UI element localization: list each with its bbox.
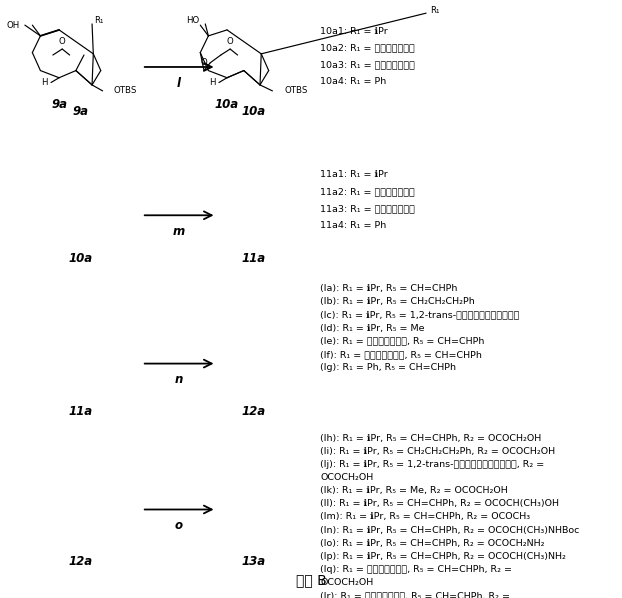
Text: (Iq): R₁ = シクロヘキシル, R₅ = CH=CHPh, R₂ =: (Iq): R₁ = シクロヘキシル, R₅ = CH=CHPh, R₂ = [320,565,513,574]
Text: 10a1: R₁ = ℹPr: 10a1: R₁ = ℹPr [320,27,388,36]
Text: OCOCH₂OH: OCOCH₂OH [320,578,374,587]
Text: (Ie): R₁ = シクロヘキシル, R₅ = CH=CHPh: (Ie): R₁ = シクロヘキシル, R₅ = CH=CHPh [320,337,485,346]
Text: OTBS: OTBS [285,86,309,96]
Text: O: O [227,37,233,47]
Text: (Ia): R₁ = ℹPr, R₅ = CH=CHPh: (Ia): R₁ = ℹPr, R₅ = CH=CHPh [320,284,458,293]
Text: HO: HO [186,16,199,26]
Text: (If): R₁ = シクロプロビル, R₅ = CH=CHPh: (If): R₁ = シクロプロビル, R₅ = CH=CHPh [320,350,482,359]
Text: H: H [42,78,48,87]
Text: (Ir): R₁ = シクロプロビル, R₅ = CH=CHPh, R₂ =: (Ir): R₁ = シクロプロビル, R₅ = CH=CHPh, R₂ = [320,591,510,598]
Text: 10a4: R₁ = Ph: 10a4: R₁ = Ph [320,77,387,86]
Text: O: O [201,58,207,68]
Text: m: m [173,225,185,238]
Text: 12a: 12a [242,405,266,419]
Text: 11a3: R₁ = シクロヘキシル: 11a3: R₁ = シクロヘキシル [320,204,415,213]
Text: 10a2: R₁ = シクロプロビル: 10a2: R₁ = シクロプロビル [320,44,415,53]
Text: OCOCH₂OH: OCOCH₂OH [320,473,374,482]
Text: 図３ B: 図３ B [295,573,327,587]
Text: H: H [210,78,216,87]
Text: (Ii): R₁ = ℹPr, R₅ = CH₂CH₂CH₂Ph, R₂ = OCOCH₂OH: (Ii): R₁ = ℹPr, R₅ = CH₂CH₂CH₂Ph, R₂ = O… [320,447,555,456]
Text: 11a4: R₁ = Ph: 11a4: R₁ = Ph [320,221,387,230]
Text: 11a: 11a [242,252,266,266]
Text: O: O [59,37,65,47]
Text: OH: OH [7,20,20,30]
Text: o: o [175,519,183,532]
Text: 11a: 11a [69,405,93,419]
Text: (Ib): R₁ = ℹPr, R₅ = CH₂CH₂CH₂Ph: (Ib): R₁ = ℹPr, R₅ = CH₂CH₂CH₂Ph [320,297,475,306]
Text: 10a: 10a [215,98,239,111]
Text: (Ig): R₁ = Ph, R₅ = CH=CHPh: (Ig): R₁ = Ph, R₅ = CH=CHPh [320,363,457,372]
Text: 9a: 9a [51,98,67,111]
Text: 10a3: R₁ = シクロヘキシル: 10a3: R₁ = シクロヘキシル [320,60,415,69]
Text: 9a: 9a [73,105,89,118]
Text: R₁: R₁ [95,16,104,26]
Text: (Im): R₁ = ℹPr, R₅ = CH=CHPh, R₂ = OCOCH₃: (Im): R₁ = ℹPr, R₅ = CH=CHPh, R₂ = OCOCH… [320,512,531,521]
Text: (Il): R₁ = ℹPr, R₅ = CH=CHPh, R₂ = OCOCH(CH₃)OH: (Il): R₁ = ℹPr, R₅ = CH=CHPh, R₂ = OCOCH… [320,499,559,508]
Text: l: l [177,77,181,90]
Text: 13a: 13a [242,555,266,568]
Text: 12a: 12a [69,555,93,568]
Text: OTBS: OTBS [114,86,137,96]
Text: 10a: 10a [69,252,93,266]
Text: 11a1: R₁ = ℹPr: 11a1: R₁ = ℹPr [320,170,388,179]
Text: (Ip): R₁ = ℹPr, R₅ = CH=CHPh, R₂ = OCOCH(CH₃)NH₂: (Ip): R₁ = ℹPr, R₅ = CH=CHPh, R₂ = OCOCH… [320,552,566,561]
Text: n: n [175,373,183,386]
Text: (Id): R₁ = ℹPr, R₅ = Me: (Id): R₁ = ℹPr, R₅ = Me [320,324,425,332]
Text: 10a: 10a [242,105,266,118]
Text: 11a2: R₁ = シクロプロビル: 11a2: R₁ = シクロプロビル [320,187,415,196]
Text: (In): R₁ = ℹPr, R₅ = CH=CHPh, R₂ = OCOCH(CH₃)NHBoc: (In): R₁ = ℹPr, R₅ = CH=CHPh, R₂ = OCOCH… [320,526,580,535]
Text: (Ic): R₁ = ℹPr, R₅ = 1,2-trans-フェニルシクロプロビル: (Ic): R₁ = ℹPr, R₅ = 1,2-trans-フェニルシクロプロ… [320,310,520,319]
Text: (Ih): R₁ = ℹPr, R₅ = CH=CHPh, R₂ = OCOCH₂OH: (Ih): R₁ = ℹPr, R₅ = CH=CHPh, R₂ = OCOCH… [320,434,542,443]
Text: (Io): R₁ = ℹPr, R₅ = CH=CHPh, R₂ = OCOCH₂NH₂: (Io): R₁ = ℹPr, R₅ = CH=CHPh, R₂ = OCOCH… [320,539,545,548]
Text: (Ik): R₁ = ℹPr, R₅ = Me, R₂ = OCOCH₂OH: (Ik): R₁ = ℹPr, R₅ = Me, R₂ = OCOCH₂OH [320,486,508,495]
Text: R₁: R₁ [430,5,439,15]
Text: (Ij): R₁ = ℹPr, R₅ = 1,2-trans-フェニルシクロプロビル, R₂ =: (Ij): R₁ = ℹPr, R₅ = 1,2-trans-フェニルシクロプロ… [320,460,545,469]
